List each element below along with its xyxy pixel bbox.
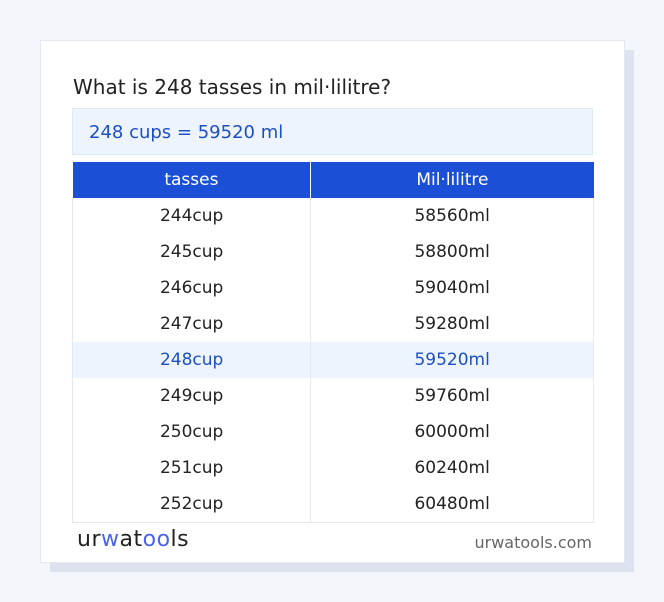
urwatools-logo: urwatools [77, 527, 190, 552]
millilitre-cell: 58560ml [310, 198, 594, 234]
conversion-result: 248 cups = 59520 ml [72, 108, 593, 155]
millilitre-cell: 59520ml [310, 342, 594, 378]
table-row: 247cup 59280ml [71, 306, 594, 342]
table-row: 248cup 59520ml [71, 342, 594, 378]
tasses-cell: 249cup [71, 378, 312, 414]
table-row: 251cup 60240ml [71, 450, 594, 486]
millilitre-cell: 60480ml [310, 486, 594, 523]
header-tasses: tasses [72, 162, 311, 198]
millilitre-cell: 58800ml [310, 234, 594, 270]
header-millilitre: Mil·lilitre [310, 162, 594, 198]
page-title: What is 248 tasses in mil·lilitre? [73, 75, 392, 99]
site-link[interactable]: urwatools.com [474, 533, 593, 552]
millilitre-cell: 59280ml [310, 306, 594, 342]
table-row: 252cup 60480ml [71, 486, 594, 523]
millilitre-cell: 59760ml [310, 378, 594, 414]
tasses-cell: 246cup [71, 270, 312, 306]
millilitre-cell: 59040ml [310, 270, 594, 306]
tasses-cell: 248cup [71, 342, 312, 378]
converter-card: What is 248 tasses in mil·lilitre? 248 c… [40, 40, 625, 563]
millilitre-cell: 60000ml [310, 414, 594, 450]
tasses-cell: 250cup [71, 414, 312, 450]
conversion-table: tasses Mil·lilitre 244cup 58560ml 245cup 58… [71, 162, 594, 523]
table-header: tasses Mil·lilitre [72, 162, 594, 198]
millilitre-cell: 60240ml [310, 450, 594, 486]
table-row: 246cup 59040ml [71, 270, 594, 306]
tasses-cell: 252cup [71, 486, 312, 523]
table-row: 244cup 58560ml [71, 198, 594, 234]
table-row: 250cup 60000ml [71, 414, 594, 450]
tasses-cell: 247cup [71, 306, 312, 342]
table-row: 249cup 59760ml [71, 378, 594, 414]
tasses-cell: 245cup [71, 234, 312, 270]
table-row: 245cup 58800ml [71, 234, 594, 270]
tasses-cell: 251cup [71, 450, 312, 486]
tasses-cell: 244cup [71, 198, 312, 234]
